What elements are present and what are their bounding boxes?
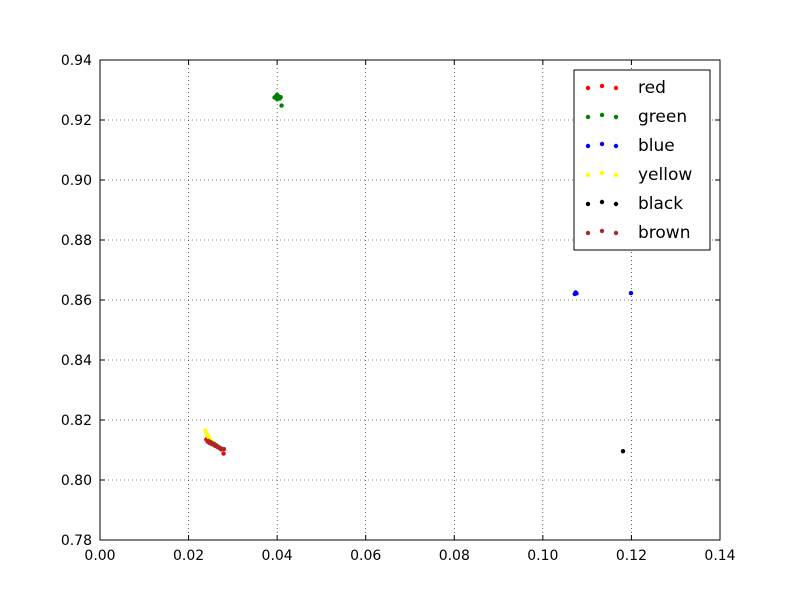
y-tick-label: 0.94 — [61, 53, 92, 69]
y-tick-label: 0.80 — [61, 473, 92, 489]
points-layer — [203, 92, 634, 456]
data-point-green — [274, 97, 280, 102]
legend-marker — [613, 85, 619, 91]
legend: red green blue yellow black brown — [573, 69, 711, 251]
legend-marker — [613, 143, 619, 149]
legend-marker — [585, 85, 591, 91]
legend-label: red — [638, 78, 666, 98]
legend-label: brown — [638, 223, 691, 243]
legend-marker — [585, 230, 591, 236]
legend-entry-red: red — [585, 78, 666, 98]
legend-marker — [585, 172, 591, 178]
data-point-brown — [221, 446, 227, 452]
legend-label: green — [638, 107, 687, 127]
x-tick-label: 0.12 — [616, 548, 647, 564]
legend-marker — [599, 228, 605, 234]
y-tick-label: 0.92 — [61, 113, 92, 129]
x-tick-label: 0.06 — [350, 548, 381, 564]
legend-label: black — [638, 194, 683, 214]
legend-marker — [585, 114, 591, 120]
data-point-blue — [628, 290, 634, 296]
x-tick-label: 0.04 — [262, 548, 293, 564]
ticks-layer: 0.00 0.02 0.04 0.06 0.08 0.10 0.12 0.14 0.78 0.80… — [61, 53, 736, 564]
x-tick-label: 0.08 — [439, 548, 470, 564]
legend-marker — [599, 199, 605, 205]
legend-entry-green: green — [585, 107, 687, 127]
series-brown — [206, 438, 227, 452]
legend-box — [573, 69, 711, 251]
x-tick-label: 0.10 — [527, 548, 558, 564]
legend-marker — [613, 230, 619, 236]
legend-label: yellow — [638, 165, 692, 185]
legend-entry-blue: blue — [585, 136, 675, 156]
series-blue — [572, 290, 634, 297]
legend-entry-brown: brown — [585, 223, 691, 243]
y-tick-label: 0.88 — [61, 233, 92, 249]
legend-marker — [585, 143, 591, 149]
y-tick-label: 0.82 — [61, 413, 92, 429]
x-tick-label: 0.14 — [704, 548, 735, 564]
x-tick-label: 0.00 — [84, 548, 115, 564]
legend-marker — [613, 201, 619, 207]
data-point-green — [278, 95, 283, 100]
series-black — [620, 449, 626, 454]
data-point-blue — [574, 291, 579, 296]
legend-marker — [599, 170, 605, 176]
y-tick-label: 0.84 — [61, 353, 92, 369]
y-tick-label: 0.90 — [61, 173, 92, 189]
y-tick-label: 0.78 — [61, 533, 92, 549]
data-point-red — [221, 451, 226, 456]
y-tick-label: 0.86 — [61, 293, 92, 309]
legend-marker — [613, 114, 619, 120]
legend-marker — [585, 201, 591, 207]
legend-label: blue — [638, 136, 675, 156]
data-point-green — [279, 103, 284, 108]
data-point-black — [620, 449, 626, 454]
legend-entry-black: black — [585, 194, 683, 214]
series-green — [272, 92, 284, 108]
legend-marker — [613, 172, 619, 178]
legend-marker — [599, 112, 605, 118]
legend-marker — [599, 83, 605, 89]
legend-marker — [599, 141, 605, 147]
x-tick-label: 0.02 — [173, 548, 204, 564]
legend-entry-yellow: yellow — [585, 165, 692, 185]
